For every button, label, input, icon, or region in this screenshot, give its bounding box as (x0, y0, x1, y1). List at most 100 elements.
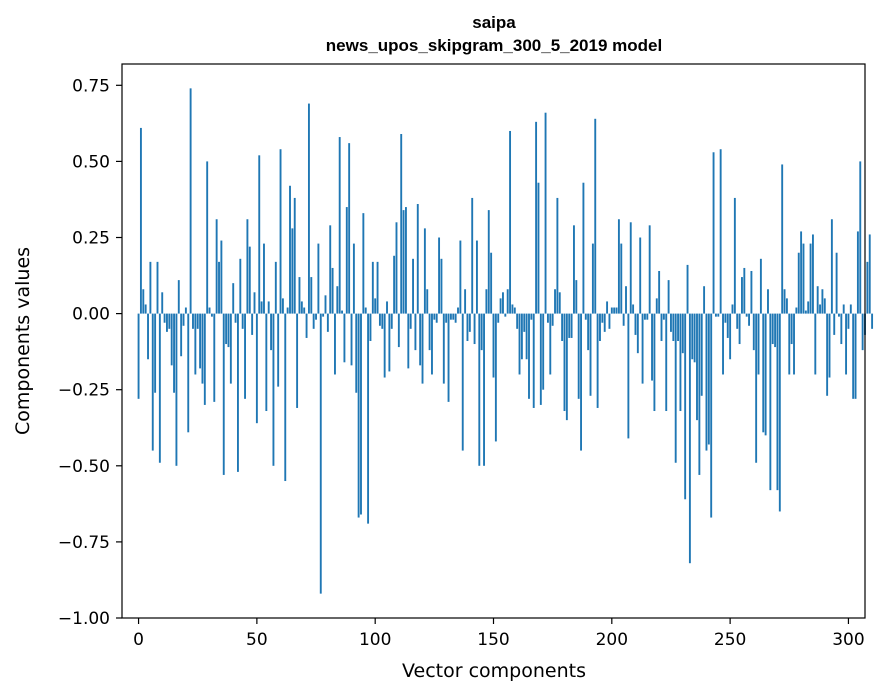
bar (632, 304, 635, 314)
bar (755, 313, 758, 463)
bar (213, 313, 216, 402)
bar (594, 118, 597, 314)
bar (833, 313, 836, 335)
bar (492, 313, 495, 378)
bar (712, 152, 715, 314)
bar (149, 261, 152, 314)
bar (800, 231, 803, 314)
bar (705, 313, 708, 451)
bar (376, 261, 379, 314)
y-tick-label: −0.25 (58, 381, 110, 401)
bar (407, 313, 410, 369)
bar (452, 313, 455, 320)
bar (251, 313, 254, 335)
bar (854, 313, 857, 399)
bar (137, 313, 140, 399)
bar (490, 252, 493, 314)
bar (504, 313, 507, 317)
bar (838, 313, 840, 317)
bar (274, 261, 277, 314)
bar (587, 313, 590, 351)
bar (142, 289, 145, 314)
bar (400, 134, 403, 314)
bar (759, 258, 762, 314)
bar (703, 286, 706, 314)
bar (317, 243, 320, 314)
bar (662, 313, 665, 320)
bar (724, 313, 727, 323)
bar (549, 313, 552, 375)
bar (234, 313, 237, 323)
bar (440, 258, 443, 314)
bar (726, 313, 729, 338)
bar (397, 313, 400, 348)
bar (643, 313, 646, 320)
bar (506, 289, 509, 314)
bar (733, 197, 736, 314)
x-tick-label: 50 (246, 630, 268, 650)
bar (845, 313, 848, 375)
bar (774, 313, 777, 348)
bar (461, 313, 464, 451)
bar (565, 313, 568, 421)
bar (419, 313, 422, 366)
bar (842, 304, 845, 314)
bar (785, 298, 788, 314)
bar (797, 252, 800, 314)
bar (731, 304, 734, 314)
bar (674, 313, 677, 463)
bar (355, 313, 358, 393)
bar (248, 246, 251, 314)
bar (847, 313, 850, 329)
bar (771, 313, 774, 345)
bar (688, 313, 691, 564)
bar (312, 313, 315, 329)
bar (350, 313, 353, 366)
bar (383, 313, 386, 378)
bar (762, 313, 765, 433)
bar (260, 301, 263, 314)
bar (232, 283, 235, 314)
bar (263, 243, 265, 314)
bar (326, 313, 329, 332)
bar (684, 313, 687, 500)
bar (334, 313, 336, 375)
bar (246, 219, 249, 314)
bar (466, 313, 469, 341)
bar (781, 164, 784, 314)
bar (173, 313, 175, 393)
bar (478, 313, 481, 466)
bar (738, 313, 741, 345)
bar (743, 267, 746, 314)
bar (189, 88, 192, 314)
bar (677, 313, 680, 341)
bar (606, 301, 609, 314)
bar (629, 222, 632, 314)
bar (819, 304, 821, 314)
bar (577, 313, 580, 399)
bar (168, 313, 171, 329)
bar (736, 313, 739, 329)
bar (175, 313, 178, 466)
bar (388, 313, 391, 372)
bar (367, 313, 370, 524)
bar (741, 277, 743, 314)
bar (667, 280, 670, 314)
y-tick-label: 0.00 (72, 305, 110, 325)
bar (532, 313, 535, 408)
bar (866, 261, 869, 314)
bar (556, 197, 559, 314)
bar (291, 228, 294, 314)
bar (608, 313, 611, 329)
y-axis-ticks: −1.00 −0.75 −0.50 −0.25 0.00 0.25 0.50 0.75 (58, 76, 122, 629)
bar (802, 243, 805, 314)
bar (480, 313, 483, 351)
bar (483, 313, 485, 466)
bar (473, 313, 476, 345)
bar (698, 313, 701, 475)
bar (414, 313, 417, 351)
x-tick-label: 100 (359, 630, 391, 650)
bar (324, 295, 327, 314)
bar (364, 307, 367, 314)
bar (381, 313, 384, 329)
